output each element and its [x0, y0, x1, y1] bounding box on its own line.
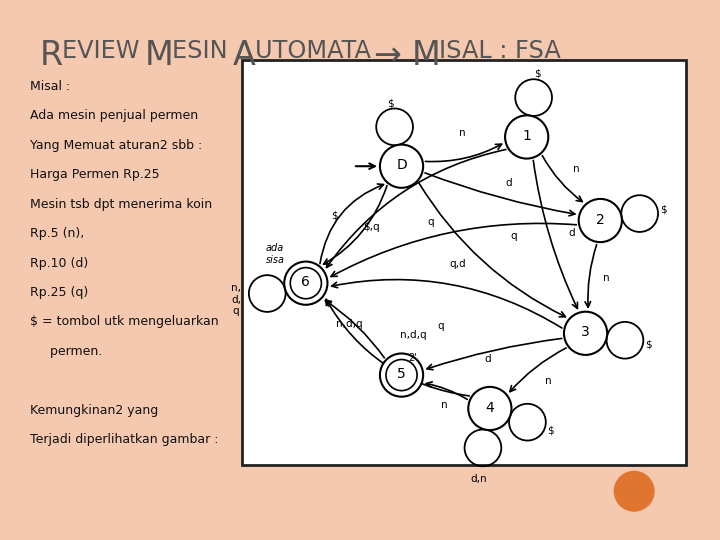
Text: n: n [603, 273, 610, 282]
Text: d,n: d,n [470, 474, 487, 484]
Text: EVIEW: EVIEW [63, 39, 148, 63]
Text: n: n [573, 164, 580, 174]
Text: Rp.10 (d): Rp.10 (d) [30, 256, 89, 269]
Text: M: M [145, 39, 174, 72]
Text: A: A [233, 39, 256, 72]
Circle shape [614, 471, 654, 511]
Text: q,d: q,d [449, 259, 466, 269]
Text: Misal :: Misal : [30, 80, 71, 93]
Text: q: q [428, 217, 434, 227]
Text: n,
d,
q: n, d, q [231, 283, 241, 316]
Text: q: q [437, 321, 444, 331]
Text: q: q [510, 231, 517, 241]
Text: ISAL : FSA: ISAL : FSA [439, 39, 561, 63]
Text: R: R [40, 39, 63, 72]
Text: d: d [568, 228, 575, 238]
Text: ada
sisa: ada sisa [266, 244, 284, 265]
Text: Rp.5 (n),: Rp.5 (n), [30, 227, 84, 240]
Text: UTOMATA: UTOMATA [255, 39, 379, 63]
Text: $: $ [660, 204, 667, 214]
Text: Rp.25 (q): Rp.25 (q) [30, 286, 89, 299]
Text: →: → [374, 39, 413, 72]
Text: 4: 4 [485, 401, 494, 415]
Text: $,q: $,q [363, 221, 379, 232]
Text: n,d,q: n,d,q [336, 319, 362, 329]
Circle shape [579, 199, 622, 242]
Text: n: n [459, 129, 465, 138]
Text: n: n [545, 376, 552, 386]
Text: $: $ [534, 69, 541, 79]
Text: 2: 2 [596, 213, 605, 227]
Circle shape [505, 116, 549, 159]
Text: n,d,q: n,d,q [400, 330, 427, 340]
Bar [243, 60, 686, 465]
Text: D: D [396, 158, 407, 172]
Text: Mesin tsb dpt menerima koin: Mesin tsb dpt menerima koin [30, 198, 212, 211]
Text: Harga Permen Rp.25: Harga Permen Rp.25 [30, 168, 160, 181]
Text: 3: 3 [581, 325, 590, 339]
Text: $ = tombol utk mengeluarkan: $ = tombol utk mengeluarkan [30, 315, 219, 328]
Text: Kemungkinan2 yang: Kemungkinan2 yang [30, 403, 158, 416]
Circle shape [468, 387, 511, 430]
Text: n: n [441, 400, 447, 410]
Circle shape [380, 145, 423, 188]
Circle shape [380, 354, 423, 397]
Text: Yang Memuat aturan2 sbb :: Yang Memuat aturan2 sbb : [30, 139, 202, 152]
Text: d: d [485, 354, 491, 364]
Text: $: $ [546, 426, 554, 435]
Text: 1: 1 [522, 129, 531, 143]
Text: Terjadi diperlihatkan gambar :: Terjadi diperlihatkan gambar : [30, 433, 219, 446]
Text: d: d [505, 178, 512, 188]
Circle shape [564, 312, 607, 355]
Text: M: M [411, 39, 440, 72]
Text: 6: 6 [302, 275, 310, 289]
Text: 2': 2' [409, 353, 418, 363]
Text: $: $ [331, 210, 338, 220]
Text: $: $ [645, 340, 652, 349]
Text: Ada mesin penjual permen: Ada mesin penjual permen [30, 110, 199, 123]
Text: $: $ [387, 98, 394, 108]
Text: permen.: permen. [30, 345, 102, 357]
Text: ESIN: ESIN [172, 39, 235, 63]
Text: 5: 5 [397, 367, 406, 381]
Circle shape [284, 261, 328, 305]
